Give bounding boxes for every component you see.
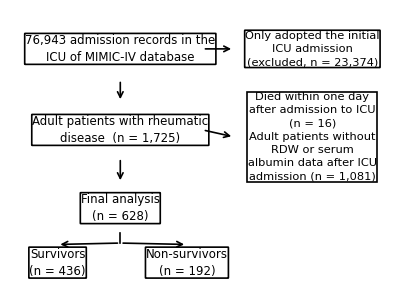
Text: 76,943 admission records in the
ICU of MIMIC-IV database: 76,943 admission records in the ICU of M…: [25, 34, 216, 64]
Text: Died within one day
after admission to ICU
(n = 16)
Adult patients without
RDW o: Died within one day after admission to I…: [248, 92, 377, 181]
Text: Adult patients with rheumatic
disease  (n = 1,725): Adult patients with rheumatic disease (n…: [32, 115, 208, 145]
Text: Survivors
(n = 436): Survivors (n = 436): [29, 248, 86, 278]
Text: Only adopted the initial
ICU admission
(excluded, n = 23,374): Only adopted the initial ICU admission (…: [245, 31, 380, 67]
Text: Final analysis
(n = 628): Final analysis (n = 628): [81, 193, 160, 223]
Text: Non-survivors
(n = 192): Non-survivors (n = 192): [146, 248, 228, 278]
